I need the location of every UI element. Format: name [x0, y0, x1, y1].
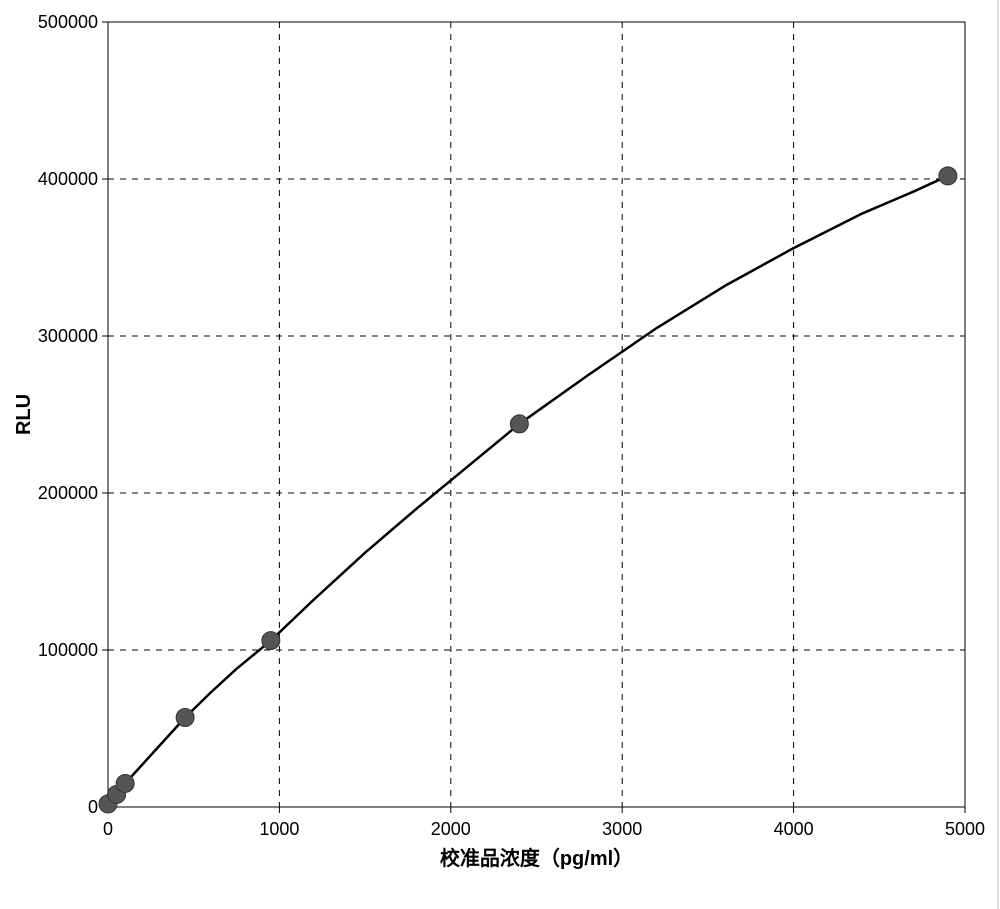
x-tick-label: 4000	[774, 819, 814, 839]
x-tick-label: 3000	[602, 819, 642, 839]
x-axis-label: 校准品浓度（pg/ml）	[440, 846, 633, 870]
y-tick-label: 0	[88, 797, 98, 817]
chart-container: 0 1000 2000 3000 4000 5000 0 100000 200000 300000…	[0, 0, 1000, 909]
y-tick-label: 300000	[38, 326, 98, 346]
data-point-marker	[116, 774, 134, 792]
x-tick-label: 1000	[259, 819, 299, 839]
x-tick-label: 0	[103, 819, 113, 839]
y-tick-label: 200000	[38, 483, 98, 503]
calibration-chart: 0 1000 2000 3000 4000 5000 0 100000 200000 300000…	[0, 0, 1000, 909]
y-tick-label: 100000	[38, 640, 98, 660]
data-point-marker	[262, 632, 280, 650]
y-tick-label: 500000	[38, 12, 98, 32]
x-tick-label: 5000	[945, 819, 985, 839]
data-point-marker	[510, 415, 528, 433]
x-tick-label: 2000	[431, 819, 471, 839]
data-point-marker	[939, 167, 957, 185]
data-point-marker	[176, 709, 194, 727]
y-tick-label: 400000	[38, 169, 98, 189]
y-axis-label: RLU	[13, 394, 35, 435]
